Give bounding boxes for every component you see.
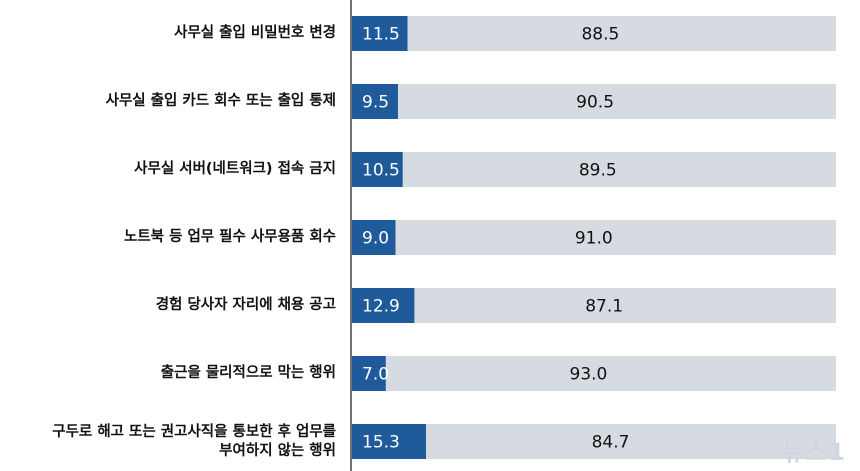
watermark-logo: 뉴스1 bbox=[782, 438, 846, 466]
bar-segment-primary bbox=[352, 356, 386, 391]
data-label-remainder: 93.0 bbox=[570, 365, 608, 385]
bar-segment-remainder bbox=[395, 220, 836, 255]
category-label: 구두로 해고 또는 권고사직을 통보한 후 업무를 부여하지 않는 행위 bbox=[52, 423, 336, 459]
bar-segment-remainder bbox=[414, 288, 836, 323]
bar-segment-remainder bbox=[385, 356, 836, 391]
data-label-primary: 9.0 bbox=[362, 229, 389, 249]
category-label: 경험 당사자 자리에 채용 공고 bbox=[155, 297, 336, 313]
bar-segment-primary bbox=[352, 288, 415, 323]
data-label-remainder: 90.5 bbox=[576, 93, 614, 113]
data-label-remainder: 84.7 bbox=[592, 433, 630, 453]
bar-segment-remainder bbox=[402, 152, 836, 187]
bar-segment-remainder bbox=[426, 424, 836, 459]
category-label: 출근을 물리적으로 막는 행위 bbox=[160, 365, 336, 381]
data-label-primary: 12.9 bbox=[362, 297, 400, 317]
bar-segment-primary bbox=[352, 220, 396, 255]
bar-segment-primary bbox=[352, 84, 398, 119]
data-label-primary: 7.0 bbox=[362, 365, 389, 385]
data-label-remainder: 88.5 bbox=[581, 25, 619, 45]
data-label-primary: 9.5 bbox=[362, 93, 389, 113]
category-label: 사무실 출입 카드 회수 또는 출입 통제 bbox=[105, 93, 336, 109]
data-label-remainder: 89.5 bbox=[579, 161, 617, 181]
data-label-primary: 10.5 bbox=[362, 161, 400, 181]
bar-segment-primary bbox=[352, 16, 408, 51]
data-label-remainder: 87.1 bbox=[585, 297, 623, 317]
data-label-primary: 11.5 bbox=[362, 25, 400, 45]
data-label-primary: 15.3 bbox=[362, 433, 400, 453]
category-label: 사무실 출입 비밀번호 변경 bbox=[174, 25, 336, 41]
bar-segment-primary bbox=[352, 152, 403, 187]
bar-segment-primary bbox=[352, 424, 427, 459]
bar-segment-remainder bbox=[397, 84, 836, 119]
bar-segment-remainder bbox=[407, 16, 836, 51]
data-label-remainder: 91.0 bbox=[575, 229, 613, 249]
category-label: 노트북 등 업무 필수 사무용품 회수 bbox=[124, 229, 336, 245]
category-label: 사무실 서버(네트워크) 접속 금지 bbox=[134, 161, 336, 177]
